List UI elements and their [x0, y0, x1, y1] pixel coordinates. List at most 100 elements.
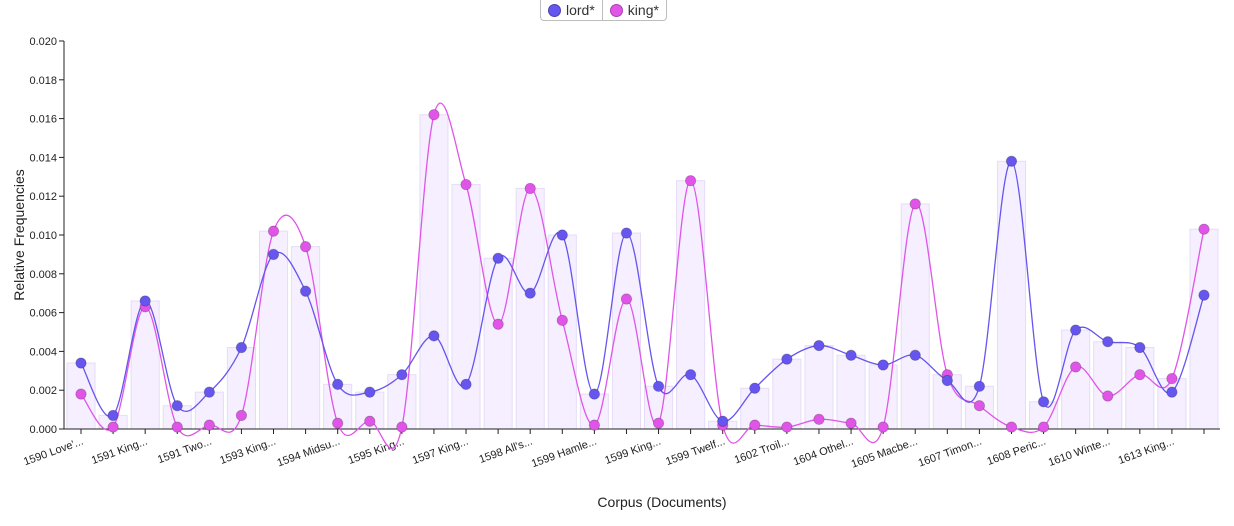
- y-tick: 0.012: [29, 191, 64, 203]
- data-point: [492, 252, 504, 264]
- data-point: [973, 400, 986, 412]
- series-points-0: [75, 155, 1210, 427]
- x-tick-label: 1590 Love'...: [22, 436, 85, 469]
- data-point: [235, 341, 248, 354]
- data-point: [428, 109, 440, 121]
- x-tick-label: 1613 King...: [1117, 436, 1176, 467]
- bar: [900, 203, 930, 430]
- series-points-1: [75, 109, 1210, 433]
- data-point: [845, 349, 857, 361]
- data-point: [524, 182, 536, 195]
- x-tick-label: 1610 Winte...: [1047, 436, 1112, 469]
- legend-label-lord: lord*: [566, 2, 595, 18]
- data-point: [396, 369, 408, 381]
- legend-item-king[interactable]: king*: [601, 0, 666, 20]
- bar: [387, 374, 417, 430]
- y-tick: 0.014: [29, 152, 64, 164]
- chart-legend: lord* king*: [540, 0, 667, 21]
- data-point: [267, 248, 280, 260]
- bar: [1157, 378, 1187, 430]
- y-tick-label: 0.006: [29, 308, 57, 320]
- x-axis-label: Corpus (Documents): [597, 494, 726, 510]
- bar: [515, 187, 545, 430]
- data-point: [396, 421, 408, 433]
- x-tick-label: 1593 King...: [218, 436, 277, 467]
- data-point: [749, 382, 761, 394]
- data-point: [973, 380, 986, 392]
- bar: [451, 184, 481, 430]
- x-tick-label: 1594 Midsu...: [276, 436, 342, 470]
- x-tick-label: 1595 King...: [347, 436, 406, 467]
- data-point: [203, 386, 215, 398]
- data-point: [685, 175, 697, 187]
- data-point: [1070, 361, 1082, 373]
- data-point: [364, 386, 376, 398]
- data-point: [909, 349, 921, 361]
- data-point: [877, 359, 889, 371]
- data-point: [299, 241, 312, 253]
- x-tick-label: 1607 Timon...: [917, 436, 984, 470]
- data-point: [877, 421, 889, 433]
- data-point: [781, 353, 793, 365]
- x-tick-label: 1604 Othel...: [792, 436, 855, 469]
- x-tick-label: 1599 King...: [603, 436, 662, 467]
- y-tick: 0.006: [29, 308, 64, 320]
- data-point: [460, 378, 472, 390]
- data-point: [171, 421, 183, 433]
- x-tick-label: 1591 King...: [90, 436, 149, 467]
- x-tick-label: 1608 Peric...: [985, 436, 1047, 468]
- data-point: [171, 400, 183, 412]
- data-point: [1134, 369, 1146, 381]
- data-point: [813, 339, 825, 352]
- bar: [676, 180, 706, 430]
- data-point: [107, 421, 119, 433]
- legend-swatch-king: [609, 3, 623, 17]
- bar: [1093, 341, 1123, 430]
- bar: [1125, 347, 1155, 430]
- data-point: [1166, 372, 1178, 385]
- data-point: [460, 178, 472, 191]
- bar: [258, 230, 289, 430]
- data-point: [203, 419, 215, 431]
- bar: [483, 257, 513, 430]
- y-tick: 0.010: [29, 230, 64, 242]
- data-point: [1070, 324, 1082, 336]
- bar: [868, 364, 898, 430]
- data-point: [235, 409, 248, 422]
- data-point: [364, 415, 376, 427]
- x-tick-label: 1591 Two...: [156, 436, 213, 467]
- data-point: [1005, 155, 1018, 167]
- data-point: [717, 415, 729, 427]
- data-point: [685, 369, 697, 381]
- bar: [836, 354, 866, 430]
- x-tick-label: 1597 King...: [411, 436, 470, 467]
- y-tick: 0.016: [29, 114, 64, 126]
- data-point: [1198, 223, 1210, 235]
- data-point: [749, 419, 761, 431]
- legend-label-king: king*: [627, 2, 659, 18]
- data-point: [1037, 421, 1050, 433]
- data-point: [75, 388, 87, 400]
- x-tick-label: 1599 Hamle...: [530, 436, 598, 471]
- data-point: [1102, 390, 1114, 402]
- x-tick-label: 1605 Macbe...: [850, 436, 920, 471]
- legend-item-lord[interactable]: lord*: [541, 0, 602, 20]
- data-point: [1102, 336, 1114, 348]
- x-tick-label: 1602 Troil...: [733, 436, 791, 467]
- data-point: [588, 388, 600, 400]
- data-point: [524, 287, 536, 299]
- x-tick-label: 1599 Twelf...: [664, 436, 727, 469]
- y-tick: 0.020: [29, 36, 64, 48]
- data-point: [492, 318, 504, 330]
- data-point: [428, 330, 440, 342]
- data-point: [620, 293, 633, 305]
- y-tick-label: 0.016: [29, 114, 57, 126]
- background-bars: [66, 114, 1219, 430]
- y-tick-label: 0.004: [29, 346, 57, 358]
- y-tick: 0.018: [29, 75, 64, 87]
- data-point: [107, 409, 119, 422]
- data-point: [139, 295, 151, 307]
- data-point: [845, 417, 857, 429]
- y-tick-label: 0.014: [29, 152, 57, 164]
